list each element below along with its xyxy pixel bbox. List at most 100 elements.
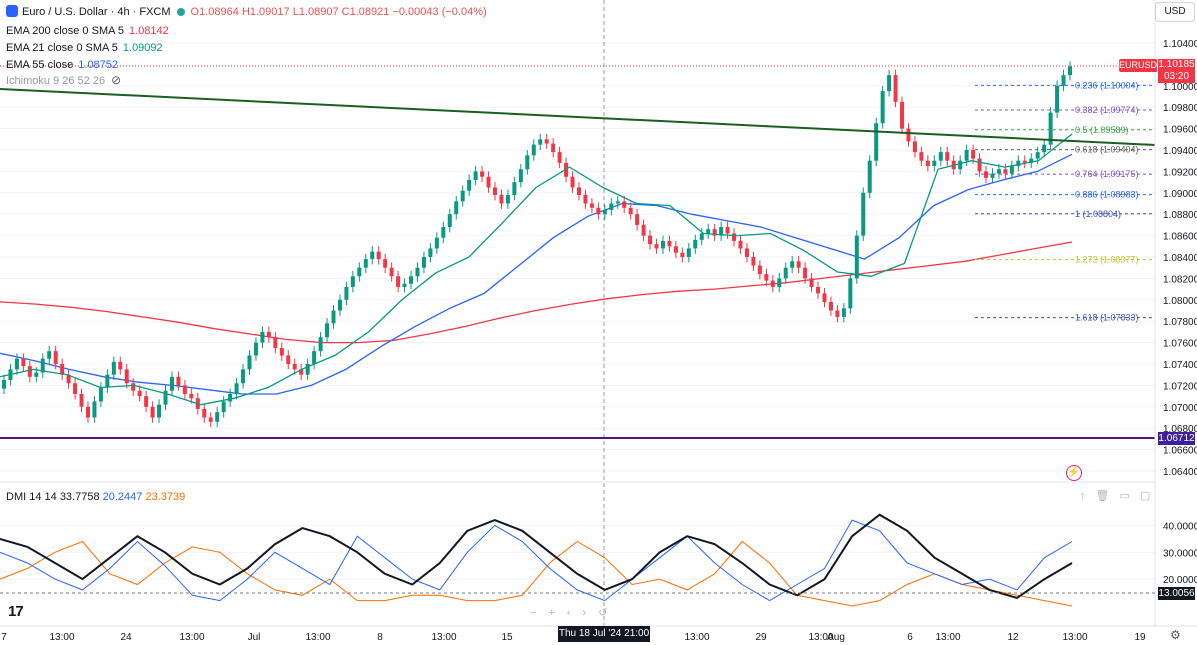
currency-button[interactable]: USD [1155,2,1195,22]
delete-icon[interactable]: 🗑 [1095,490,1110,502]
move-up-icon[interactable]: ↑ [1080,490,1086,502]
time-tick-label: 13:00 [431,632,456,643]
symbol-header[interactable]: Euro / U.S. Dollar · 4h · FXCM O1.08964 H… [22,5,487,19]
candle-body [589,203,594,208]
candle-body [2,380,6,389]
tradingview-logo[interactable]: 17 [8,603,24,620]
ema200-label: EMA 200 close 0 SMA 5 [6,25,125,37]
candle-body [602,209,607,215]
candle-body [596,207,601,215]
zoom-out-icon[interactable]: − [530,607,537,619]
fib-level-label: 1 (1.08804) [1075,209,1121,219]
dmi-adx-value: 33.7758 [59,491,100,503]
legend-ichimoku[interactable]: Ichimoku 9 26 52 26 ⊘ [6,73,121,88]
symbol-logo-icon[interactable] [6,5,18,17]
dmi-plus-value: 20.2447 [102,491,143,503]
candle-body [1068,66,1072,76]
candle-body [1003,169,1008,174]
candle-body [454,201,459,215]
candle-body [305,364,310,375]
last-price-label: 1.10185 03:20 [1158,59,1195,83]
candle-body [835,310,840,317]
candle-body [253,342,258,356]
candle-body [409,276,414,284]
legend-ema200[interactable]: EMA 200 close 0 SMA 5 1.08142 [6,24,169,38]
ema21-value: 1.09092 [122,42,163,54]
scroll-left-icon[interactable]: ‹ [566,607,571,619]
fib-level-label: 0.5 (1.09589) [1075,125,1129,135]
legend-ema55[interactable]: EMA 55 close 1.08752 [6,58,118,72]
candle-body [660,240,665,249]
candle-body [312,351,317,364]
candle-body [473,171,478,180]
candle-body [47,351,52,359]
candle-body [1016,160,1021,167]
dmi-tick-label: 40.0000 [1163,521,1197,532]
candle-body [189,393,194,399]
time-tick-label: 12 [1007,632,1019,643]
chart-navigation[interactable]: − + ‹ › ↺ [530,606,619,619]
dmi-tick-label: 20.0000 [1163,575,1197,586]
dmi-axis[interactable]: 40.0000 30.0000 20.0000 [1163,521,1197,586]
candle-body [867,160,872,193]
candle-body [85,406,90,418]
zoom-in-icon[interactable]: + [548,607,555,619]
candle-body [706,229,711,234]
ichimoku-label: Ichimoku 9 26 52 26 [6,75,106,87]
candle-body [460,190,465,202]
collapse-icon[interactable]: ▭ [1119,490,1130,502]
candle-body [169,376,174,391]
candle-body [719,227,724,236]
candle-body [34,372,39,377]
flash-icon[interactable]: ⚡ [1066,465,1082,481]
price-tick-label: 1.06800 [1163,424,1197,435]
fibonacci-extension[interactable]: 0.236 (1.10004) 0.382 (1.09774) 0.5 (1.095… [975,80,1155,323]
hidden-eye-icon[interactable]: ⊘ [111,73,122,87]
price-tick-label: 1.07600 [1163,339,1197,350]
maximize-icon[interactable]: ▢ [1139,490,1151,502]
candlestick-series [2,61,1072,428]
price-tick-label: 1.08600 [1163,232,1197,243]
candle-body [137,390,142,397]
candle-body [964,150,969,161]
candle-body [912,141,917,153]
candle-body [622,201,627,208]
ema55-line [0,153,1073,395]
candle-body [325,323,330,338]
scroll-right-icon[interactable]: › [582,607,587,619]
candle-body [557,152,562,163]
candle-body [150,406,155,418]
candle-body [415,267,420,277]
settings-icon[interactable]: ⚙ [1170,628,1181,642]
candle-body [525,155,530,170]
candle-body [977,158,982,172]
legend-dmi[interactable]: DMI 14 14 33.7758 20.2447 23.3739 [6,490,185,504]
price-tick-label: 1.07800 [1163,317,1197,328]
candle-body [925,160,930,167]
dmi-minus-value: 23.3739 [145,491,186,503]
candle-body [764,274,769,281]
candle-body [208,417,213,422]
candle-body [570,176,575,188]
time-tick-label: Aug [827,632,845,643]
symbol-title[interactable]: Euro / U.S. Dollar · 4h · FXCM [22,6,171,18]
time-tick-label: 13:00 [684,632,709,643]
candle-body [266,331,271,338]
reset-icon[interactable]: ↺ [598,607,608,619]
candle-body [1035,152,1040,159]
candle-body [402,283,407,287]
legend-ema21[interactable]: EMA 21 close 0 SMA 5 1.09092 [6,41,163,55]
candle-body [124,369,129,384]
price-tick-label: 1.07400 [1163,360,1197,371]
pane-toolbar[interactable]: ↑ 🗑 ▭ ▢ [1080,489,1160,502]
price-tick-label: 1.07200 [1163,381,1197,392]
candle-body [228,393,233,402]
ema200-value: 1.08142 [129,25,169,37]
trendline[interactable] [0,88,1156,146]
time-tick-label: 13:00 [1062,632,1087,643]
market-status-icon [176,8,185,17]
price-axis[interactable]: 1.10400 1.10000 1.09800 1.09600 1.09400 1.092… [1163,39,1197,478]
candle-body [667,240,672,247]
candle-body [1009,166,1014,174]
